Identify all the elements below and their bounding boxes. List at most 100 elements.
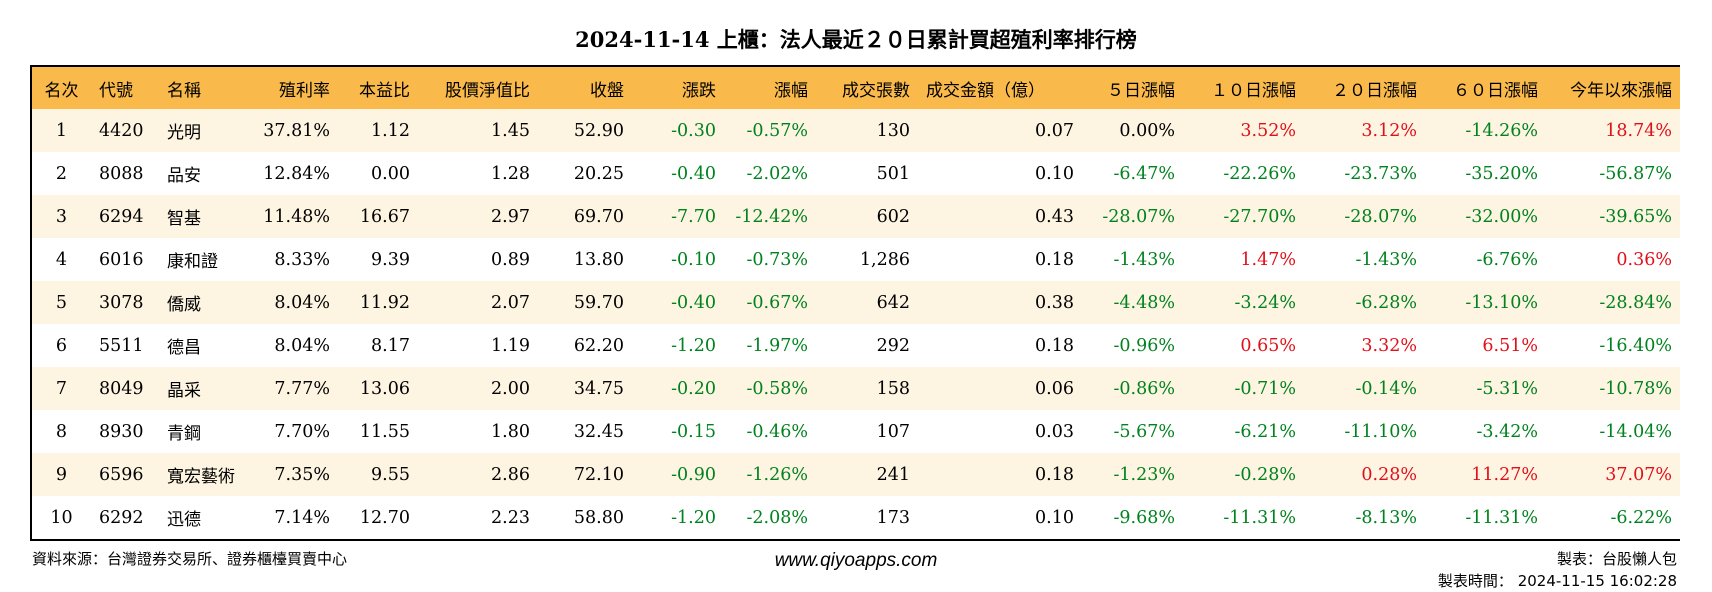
cell-ytd: 0.36% (1616, 249, 1672, 270)
column-header-5d: ５日漲幅 (1107, 80, 1175, 101)
cell-close: 72.10 (573, 464, 624, 485)
cell-pb: 1.80 (491, 421, 530, 442)
cell-ytd: -39.65% (1599, 206, 1672, 227)
cell-10d: -22.26% (1223, 163, 1296, 184)
cell-pb: 2.86 (491, 464, 530, 485)
cell-10d: 3.52% (1240, 120, 1296, 141)
cell-close: 32.45 (573, 421, 624, 442)
cell-20d: -28.07% (1344, 206, 1417, 227)
column-header-name: 名稱 (167, 80, 201, 101)
cell-10d: 0.65% (1240, 335, 1296, 356)
cell-10d: -0.28% (1234, 464, 1296, 485)
cell-change: -7.70 (671, 206, 716, 227)
cell-volume: 292 (876, 335, 910, 356)
cell-60d: -3.42% (1476, 421, 1538, 442)
cell-close: 52.90 (573, 120, 624, 141)
cell-yield: 8.04% (274, 292, 330, 313)
cell-20d: -1.43% (1355, 249, 1417, 270)
cell-5d: -6.47% (1113, 163, 1175, 184)
cell-change-pct: -12.42% (735, 206, 808, 227)
cell-close: 13.80 (573, 249, 624, 270)
cell-pe: 0.00 (371, 163, 410, 184)
cell-pb: 2.07 (491, 292, 530, 313)
table-row: 9 6596 寬宏藝術 7.35% 9.55 2.86 72.10 -0.90 -1.26% 24… (32, 453, 1680, 496)
cell-turnover: 0.18 (1035, 464, 1074, 485)
cell-rank: 4 (55, 249, 68, 270)
column-header-pb: 股價淨值比 (445, 80, 530, 101)
cell-pe: 9.55 (371, 464, 410, 485)
cell-10d: -3.24% (1234, 292, 1296, 313)
cell-change: -0.90 (671, 464, 716, 485)
cell-20d: -8.13% (1355, 507, 1417, 528)
table-row: 1 4420 光明 37.81% 1.12 1.45 52.90 -0.30 -0.57% 130… (32, 109, 1680, 152)
cell-20d: -11.10% (1344, 421, 1417, 442)
cell-volume: 602 (876, 206, 910, 227)
cell-close: 34.75 (573, 378, 624, 399)
cell-20d: 0.28% (1361, 464, 1417, 485)
cell-5d: -0.96% (1113, 335, 1175, 356)
cell-change-pct: -0.73% (746, 249, 808, 270)
maker-label: 製表：台股懶人包 (1556, 550, 1677, 568)
column-header-code: 代號 (99, 80, 133, 101)
table-row: 2 8088 品安 12.84% 0.00 1.28 20.25 -0.40 -2.02% 501… (32, 152, 1680, 195)
cell-10d: -27.70% (1223, 206, 1296, 227)
cell-5d: -1.23% (1113, 464, 1175, 485)
column-header-60d: ６０日漲幅 (1453, 80, 1538, 101)
cell-turnover: 0.38 (1035, 292, 1074, 313)
cell-close: 58.80 (573, 507, 624, 528)
cell-ytd: -14.04% (1599, 421, 1672, 442)
cell-yield: 8.33% (274, 249, 330, 270)
cell-change-pct: -0.58% (746, 378, 808, 399)
cell-5d: -1.43% (1113, 249, 1175, 270)
cell-close: 59.70 (573, 292, 624, 313)
cell-pb: 1.19 (491, 335, 530, 356)
cell-close: 69.70 (573, 206, 624, 227)
cell-pb: 2.97 (491, 206, 530, 227)
cell-name: 德昌 (167, 338, 201, 358)
cell-60d: -6.76% (1476, 249, 1538, 270)
column-header-20d: ２０日漲幅 (1332, 80, 1417, 101)
cell-code: 6016 (99, 249, 144, 270)
cell-rank: 3 (55, 206, 68, 227)
cell-change-pct: -1.97% (746, 335, 808, 356)
cell-volume: 501 (876, 163, 910, 184)
cell-pe: 11.55 (359, 421, 410, 442)
cell-volume: 1,286 (859, 249, 910, 270)
cell-pb: 1.45 (491, 120, 530, 141)
cell-pb: 2.23 (491, 507, 530, 528)
cell-rank: 2 (55, 163, 68, 184)
table-row: 5 3078 僑威 8.04% 11.92 2.07 59.70 -0.40 -0.67% 642… (32, 281, 1680, 324)
cell-yield: 7.77% (274, 378, 330, 399)
cell-name: 寬宏藝術 (167, 467, 235, 487)
cell-yield: 11.48% (263, 206, 330, 227)
cell-60d: -14.26% (1465, 120, 1538, 141)
website-link[interactable]: www.qiyoapps.com (774, 550, 938, 571)
table-row: 4 6016 康和證 8.33% 9.39 0.89 13.80 -0.10 -0.73% 1,2… (32, 238, 1680, 281)
cell-turnover: 0.10 (1035, 507, 1074, 528)
cell-volume: 107 (876, 421, 910, 442)
cell-ytd: 37.07% (1605, 464, 1672, 485)
cell-10d: -6.21% (1234, 421, 1296, 442)
column-header-change-pct: 漲幅 (774, 80, 808, 101)
maker-info: 製表：台股懶人包 製表時間： 2024-11-15 16:02:28 (1438, 548, 1677, 592)
column-header-10d: １０日漲幅 (1211, 80, 1296, 101)
cell-ytd: -56.87% (1599, 163, 1672, 184)
cell-change: -0.15 (671, 421, 716, 442)
column-header-yield: 殖利率 (279, 80, 330, 101)
cell-20d: 3.32% (1361, 335, 1417, 356)
cell-60d: -11.31% (1465, 507, 1538, 528)
cell-5d: 0.00% (1119, 120, 1175, 141)
cell-60d: -5.31% (1476, 378, 1538, 399)
cell-yield: 7.14% (274, 507, 330, 528)
cell-10d: -11.31% (1223, 507, 1296, 528)
cell-5d: -4.48% (1113, 292, 1175, 313)
cell-change-pct: -2.02% (746, 163, 808, 184)
column-header-turnover: 成交金額（億） (926, 80, 1045, 101)
cell-ytd: -6.22% (1610, 507, 1672, 528)
cell-close: 62.20 (573, 335, 624, 356)
cell-code: 6596 (99, 464, 144, 485)
cell-change: -0.10 (671, 249, 716, 270)
cell-code: 8049 (99, 378, 144, 399)
cell-yield: 7.70% (274, 421, 330, 442)
cell-rank: 8 (55, 421, 68, 442)
